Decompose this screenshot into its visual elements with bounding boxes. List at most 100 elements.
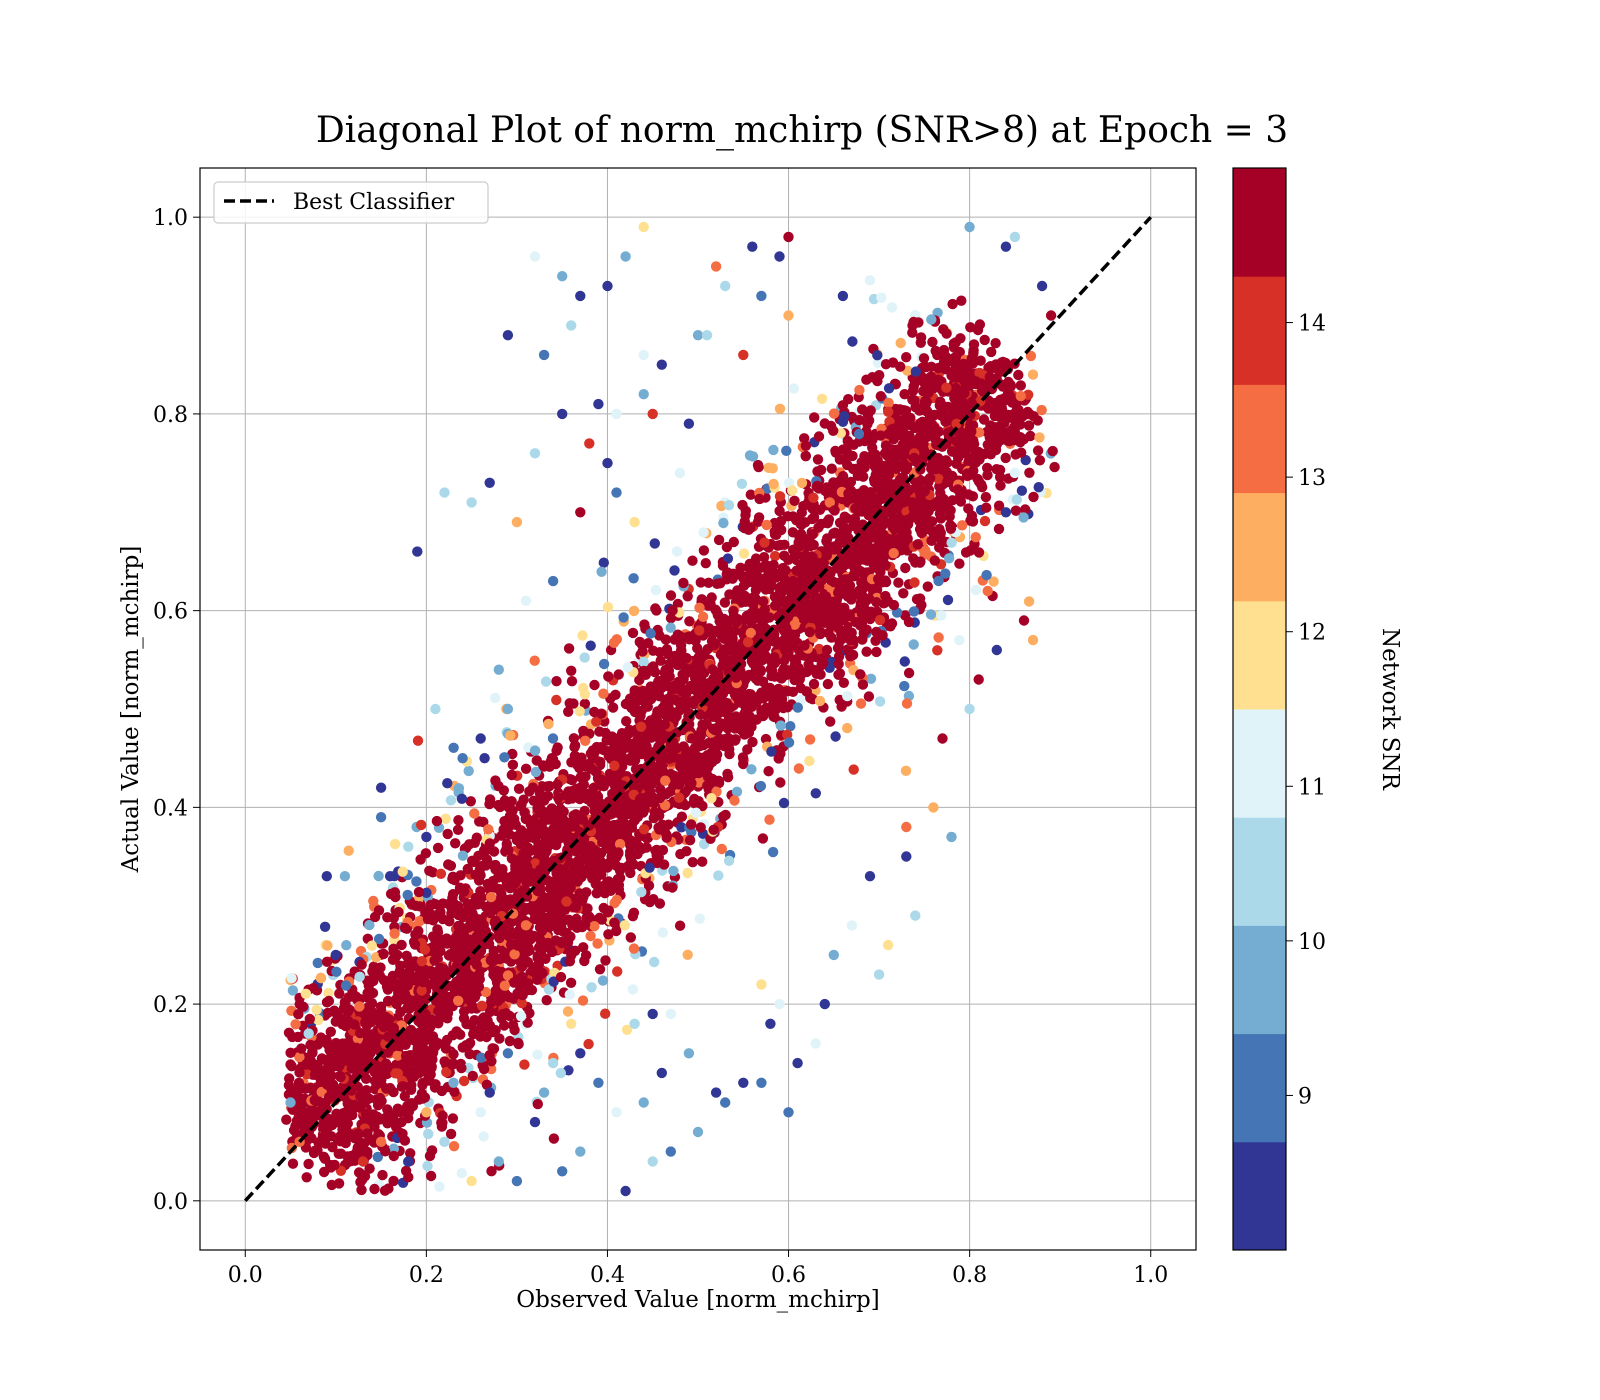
scatter-point xyxy=(340,1137,351,1149)
scatter-point xyxy=(995,480,1006,491)
scatter-point xyxy=(408,961,419,972)
scatter-point xyxy=(545,943,556,954)
scatter-point xyxy=(369,1117,380,1129)
scatter-point xyxy=(448,1141,460,1152)
scatter-point xyxy=(826,463,837,474)
scatter-point xyxy=(355,1091,366,1102)
scatter-point xyxy=(427,979,438,990)
scatter-point xyxy=(955,489,966,500)
scatter-point xyxy=(923,387,934,398)
scatter-point xyxy=(718,517,729,529)
scatter-point xyxy=(445,948,456,960)
scatter-point xyxy=(775,777,786,788)
scatter-point xyxy=(764,814,775,825)
scatter-point xyxy=(697,611,709,622)
scatter-point xyxy=(768,478,779,490)
scatter-point xyxy=(551,676,562,687)
scatter-point xyxy=(649,956,660,968)
scatter-point xyxy=(769,517,780,529)
scatter-point xyxy=(736,478,748,489)
scatter-point xyxy=(316,1086,327,1098)
scatter-point xyxy=(862,418,873,430)
scatter-point xyxy=(632,848,643,860)
scatter-point xyxy=(321,1034,332,1046)
scatter-point xyxy=(760,650,771,661)
scatter-point xyxy=(494,801,506,813)
scatter-point xyxy=(775,720,786,731)
scatter-point xyxy=(900,765,912,776)
scatter-point xyxy=(842,451,853,462)
scatter-point xyxy=(761,637,773,648)
scatter-point xyxy=(439,1056,450,1067)
scatter-point xyxy=(342,1157,353,1168)
scatter-point xyxy=(665,622,676,633)
scatter-point xyxy=(740,728,751,740)
scatter-point xyxy=(787,686,799,697)
scatter-point xyxy=(416,956,428,967)
scatter-point xyxy=(1019,504,1031,515)
scatter-point xyxy=(946,537,957,548)
scatter-point xyxy=(416,819,427,831)
scatter-point xyxy=(842,459,853,471)
scatter-point xyxy=(746,607,757,619)
scatter-point xyxy=(899,680,910,692)
scatter-point xyxy=(700,764,711,775)
scatter-point xyxy=(675,848,686,860)
scatter-point xyxy=(997,381,1009,392)
scatter-point xyxy=(429,955,440,966)
scatter-point xyxy=(686,819,697,830)
scatter-point xyxy=(874,696,886,707)
scatter-point xyxy=(759,604,770,615)
scatter-point xyxy=(677,763,688,775)
scatter-point xyxy=(669,565,680,576)
scatter-point xyxy=(682,631,694,643)
scatter-point xyxy=(903,667,915,679)
scatter-point xyxy=(488,860,500,871)
scatter-point xyxy=(427,931,439,942)
scatter-point xyxy=(511,834,523,846)
scatter-point xyxy=(824,497,835,508)
scatter-point xyxy=(812,480,823,491)
scatter-point xyxy=(621,716,632,727)
scatter-point xyxy=(761,702,772,714)
scatter-point xyxy=(945,505,956,516)
scatter-point xyxy=(811,668,822,679)
scatter-point xyxy=(300,1059,312,1070)
scatter-point xyxy=(686,759,697,771)
scatter-point xyxy=(330,1037,342,1049)
scatter-point xyxy=(853,428,865,440)
scatter-point xyxy=(399,1091,410,1102)
scatter-point xyxy=(763,462,774,473)
scatter-point xyxy=(883,397,894,409)
scatter-point xyxy=(721,574,732,585)
scatter-point xyxy=(837,471,849,482)
scatter-point xyxy=(481,1079,493,1091)
scatter-point xyxy=(821,550,833,561)
scatter-point xyxy=(541,995,552,1006)
scatter-point xyxy=(994,464,1006,476)
scatter-point xyxy=(731,786,743,797)
scatter-point xyxy=(880,590,891,602)
scatter-point xyxy=(871,521,882,532)
scatter-point xyxy=(424,1150,436,1162)
scatter-point xyxy=(723,500,735,511)
scatter-point xyxy=(344,1128,355,1140)
scatter-point xyxy=(826,632,837,643)
scatter-point xyxy=(914,483,926,494)
scatter-point xyxy=(566,774,578,786)
scatter-point xyxy=(779,550,790,561)
scatter-point xyxy=(901,698,913,709)
scatter-point xyxy=(768,444,779,456)
scatter-point xyxy=(596,914,607,925)
scatter-point xyxy=(993,523,1005,535)
scatter-point xyxy=(1023,596,1035,607)
scatter-point xyxy=(392,1050,403,1061)
scatter-point xyxy=(897,534,909,545)
scatter-point xyxy=(403,1106,415,1117)
scatter-point xyxy=(287,985,299,996)
scatter-point xyxy=(774,403,786,414)
scatter-point xyxy=(605,885,616,896)
scatter-point xyxy=(384,1082,396,1094)
scatter-point xyxy=(610,689,621,700)
scatter-point xyxy=(968,438,980,450)
